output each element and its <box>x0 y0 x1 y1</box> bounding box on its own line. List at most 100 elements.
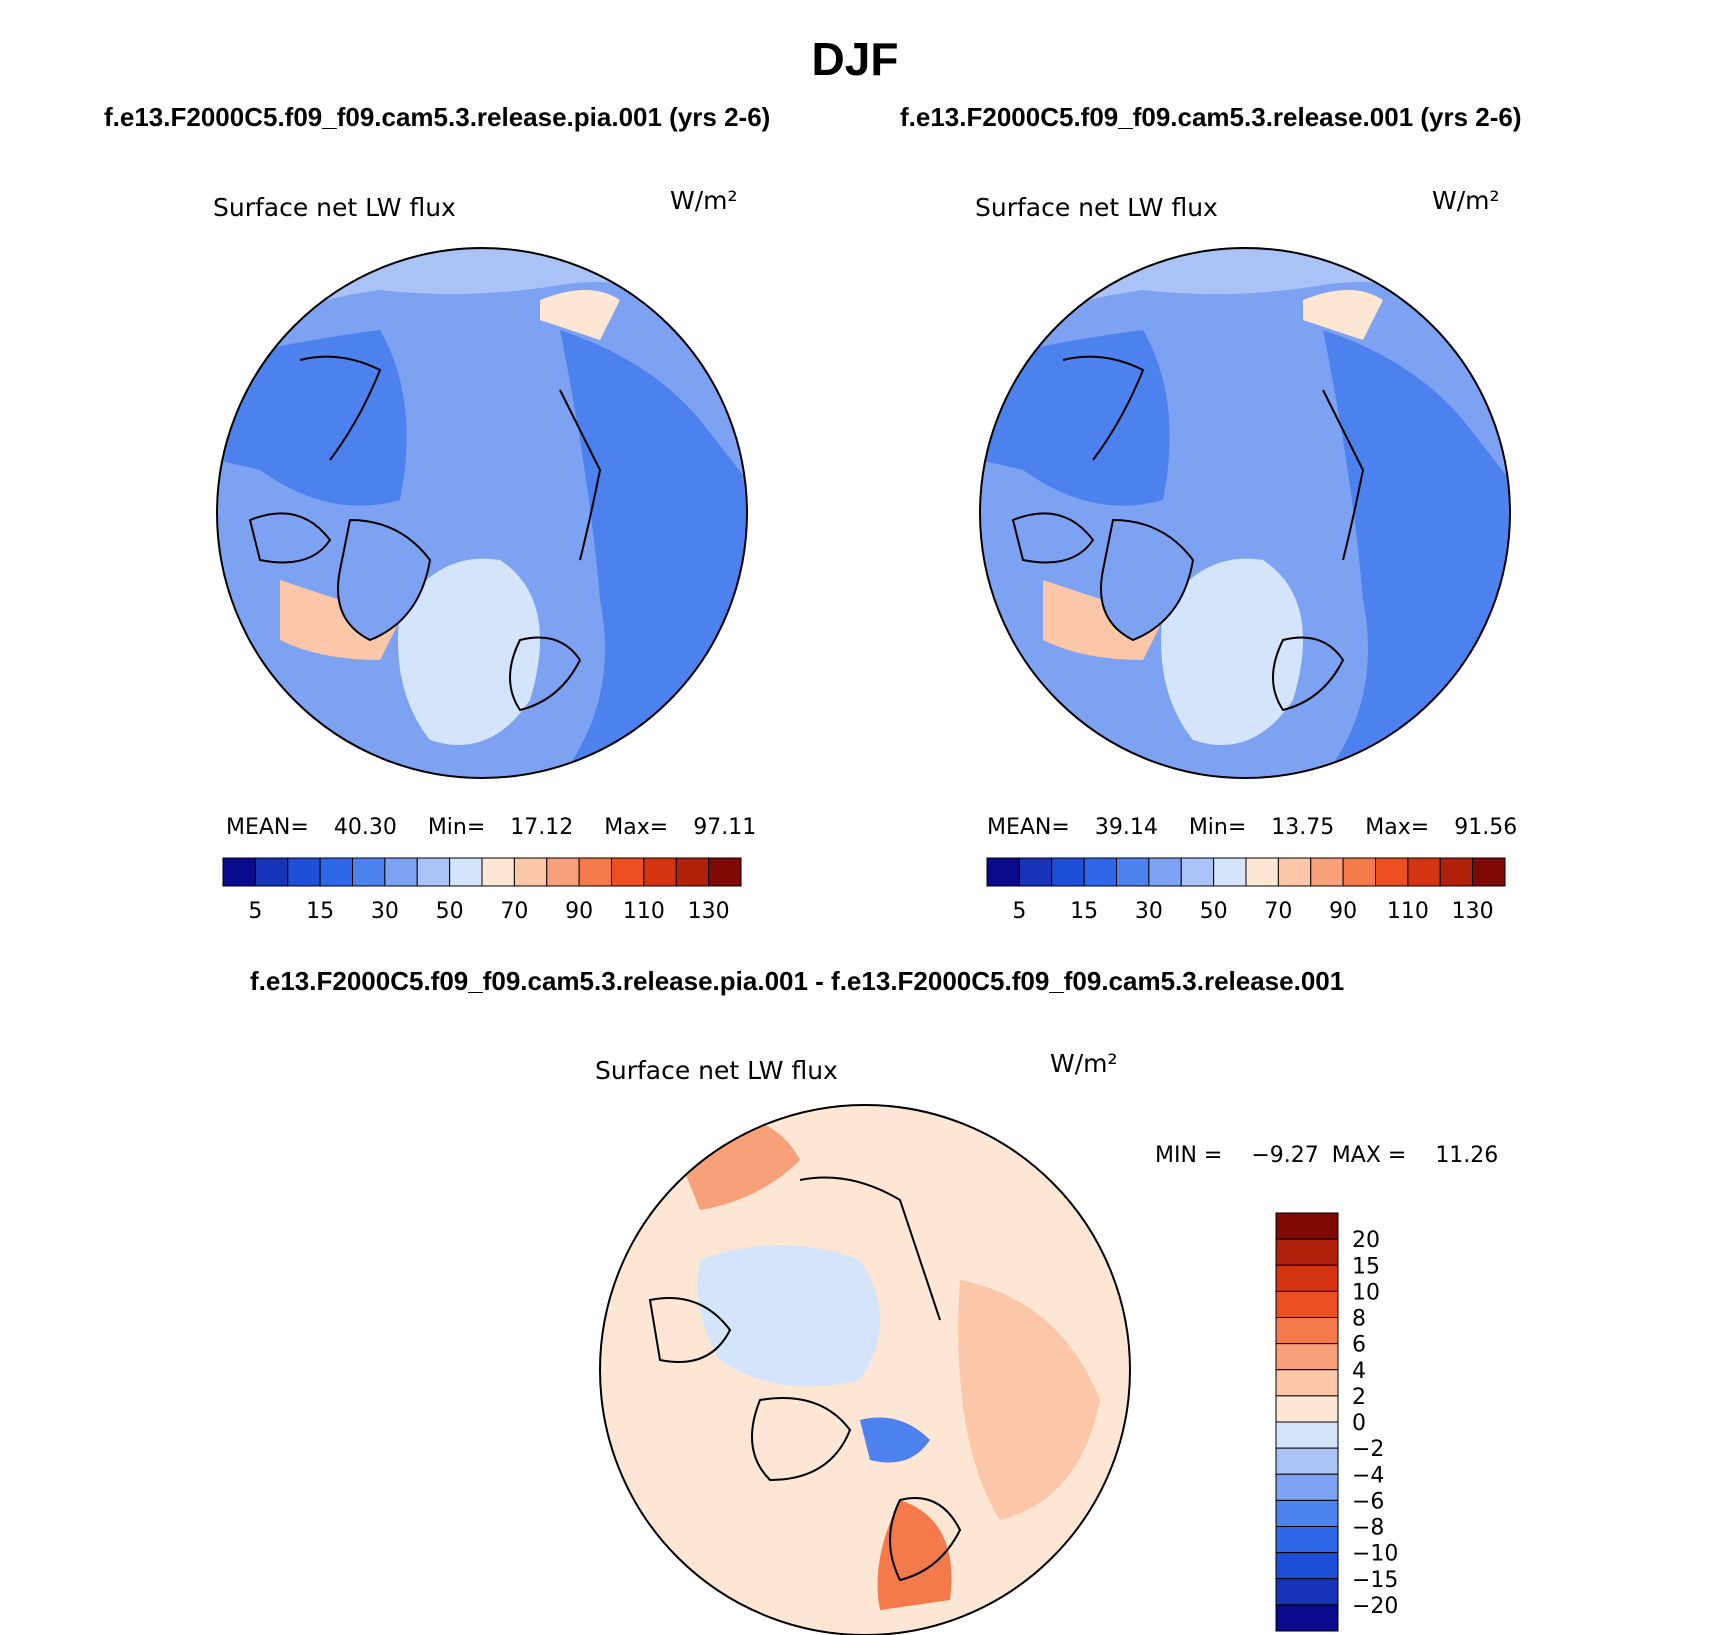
colorbar-tick-label: 110 <box>623 899 665 924</box>
colorbar-swatch <box>384 857 418 887</box>
colorbar-tick-label: 90 <box>1329 899 1357 924</box>
colorbar-swatch <box>352 857 386 887</box>
colorbar-tick-label: 4 <box>1352 1359 1366 1384</box>
panel-b-stats: MEAN= 39.14 Min= 13.75 Max= 91.56 <box>987 815 1517 840</box>
colorbar-tick-label: 30 <box>1135 899 1163 924</box>
colorbar-tick-label: −15 <box>1352 1568 1398 1593</box>
colorbar-tick-label: 130 <box>688 899 730 924</box>
mean-value: 40.30 <box>333 815 397 840</box>
colorbar-tick-label: 20 <box>1352 1228 1380 1253</box>
colorbar-swatch <box>1275 1343 1339 1371</box>
scandinavia-warm <box>877 1500 952 1610</box>
scandinavia-outline <box>509 636 582 712</box>
colorbar-swatch <box>1213 857 1247 887</box>
panel-b-colorbar: 5 15 30 50 70 90 110 130 <box>986 857 1506 924</box>
colorbar-swatch <box>1375 857 1409 887</box>
colorbar-swatch <box>1275 1578 1339 1606</box>
colorbar-swatch <box>675 857 710 887</box>
colorbar-swatch <box>1275 1447 1339 1475</box>
panel-a-colorbar: 5 15 30 50 70 90 110 130 <box>222 857 742 924</box>
colorbar-swatch <box>287 857 321 887</box>
min-value: 17.12 <box>510 815 574 840</box>
colorbar-tick-label: 15 <box>306 899 334 924</box>
colorbar-swatch <box>416 857 451 887</box>
greenland-outline <box>751 1397 852 1482</box>
scandinavia-outline <box>1272 636 1345 712</box>
case-a-title: f.e13.F2000C5.f09_f09.cam5.3.release.pia… <box>104 102 771 132</box>
colorbar-swatch <box>1275 1552 1339 1580</box>
panel-diff-map-border <box>599 1104 1131 1635</box>
colorbar-tick-label: 2 <box>1352 1385 1366 1410</box>
colorbar-swatch <box>1018 857 1053 887</box>
colorbar-swatch <box>1310 857 1344 887</box>
colorbar-swatch <box>1083 857 1117 887</box>
colorbar-tick-label: 70 <box>1264 899 1292 924</box>
hudson-outline <box>648 1297 732 1363</box>
panel-a-variable-label: Surface net LW flux <box>213 193 456 222</box>
alaska-coast <box>1062 355 1145 461</box>
warm-region-east <box>958 1280 1100 1520</box>
colorbar-swatch <box>1277 857 1312 887</box>
max-value: 11.26 <box>1435 1143 1499 1168</box>
case-b-title: f.e13.F2000C5.f09_f09.cam5.3.release.001… <box>900 102 1522 132</box>
siberia-coast <box>1322 389 1365 561</box>
colorbar-swatch <box>546 857 580 887</box>
hudson-outline <box>248 512 332 564</box>
panel-diff-units: W/m² <box>1050 1049 1118 1078</box>
colorbar-swatch <box>1275 1395 1339 1423</box>
colorbar-tick-label: −8 <box>1352 1516 1384 1541</box>
colorbar-swatch <box>1407 857 1441 887</box>
mean-value: 39.14 <box>1094 815 1158 840</box>
colorbar-swatch <box>1275 1264 1339 1292</box>
colorbar-swatch <box>1275 1604 1339 1632</box>
arctic-cool <box>697 1245 880 1387</box>
colorbar-tick-label: 15 <box>1352 1254 1380 1279</box>
colorbar-tick-label: 10 <box>1352 1280 1380 1305</box>
colorbar-tick-label: −2 <box>1352 1437 1384 1462</box>
colorbar-tick-label: 70 <box>500 899 528 924</box>
max-label: Max= <box>1365 815 1430 840</box>
colorbar-swatch <box>986 857 1020 887</box>
canada-region <box>217 330 407 506</box>
colorbar-tick-label: 110 <box>1387 899 1429 924</box>
min-value: −9.27 <box>1251 1143 1319 1168</box>
colorbar-swatch <box>1439 857 1474 887</box>
colorbar-swatch <box>222 857 256 887</box>
panel-diff-variable-label: Surface net LW flux <box>595 1056 838 1085</box>
mean-label: MEAN= <box>226 815 309 840</box>
max-label: Max= <box>604 815 669 840</box>
colorbar-tick-label: −4 <box>1352 1463 1384 1488</box>
max-value: 91.56 <box>1454 815 1518 840</box>
colorbar-swatch <box>1275 1290 1339 1318</box>
colorbar-tick-label: 50 <box>436 899 464 924</box>
panel-diff-map <box>600 1105 1130 1635</box>
atlantic-region <box>398 558 540 745</box>
panel-a-stats: MEAN= 40.30 Min= 17.12 Max= 97.11 <box>226 815 756 840</box>
colorbar-swatch <box>611 857 645 887</box>
colorbar-swatch <box>1116 857 1150 887</box>
colorbar-swatch <box>1180 857 1215 887</box>
min-value: 13.75 <box>1271 815 1335 840</box>
colorbar-swatch <box>254 857 289 887</box>
figure-title: DJF <box>811 33 899 85</box>
panel-b-variable-label: Surface net LW flux <box>975 193 1218 222</box>
colorbar-swatch <box>643 857 677 887</box>
colorbar-swatch <box>481 857 515 887</box>
colorbar-tick-label: 5 <box>1012 899 1026 924</box>
colorbar-swatch <box>1275 1317 1339 1345</box>
greenland-outline <box>1100 518 1195 642</box>
colorbar-tick-label: 50 <box>1200 899 1228 924</box>
colorbar-swatch <box>1245 857 1279 887</box>
colorbar-tick-label: 8 <box>1352 1307 1366 1332</box>
siberia-coast <box>799 1176 941 1321</box>
alaska-coast <box>299 355 382 461</box>
colorbar-tick-label: −10 <box>1352 1542 1398 1567</box>
panel-b-map <box>980 248 1510 778</box>
colorbar-tick-label: 15 <box>1070 899 1098 924</box>
colorbar-tick-label: 6 <box>1352 1333 1366 1358</box>
panel-a-units: W/m² <box>670 186 738 215</box>
max-label: MAX = <box>1331 1143 1407 1168</box>
colorbar-tick-label: 30 <box>371 899 399 924</box>
